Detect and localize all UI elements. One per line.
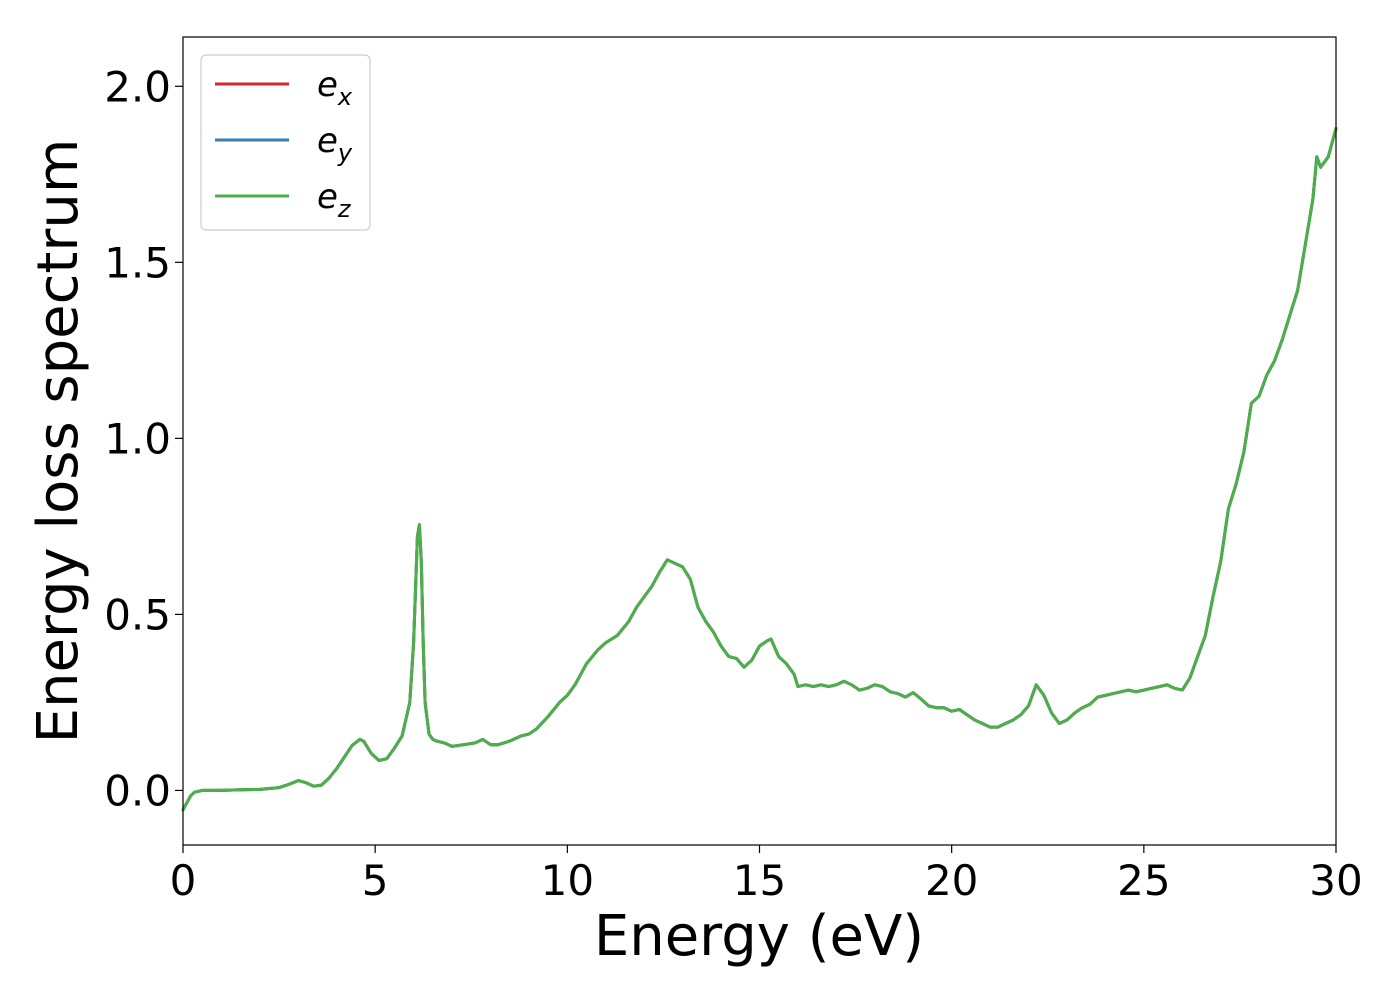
legend-box — [200, 54, 371, 231]
legend-label-subscript: y — [337, 139, 353, 167]
legend-label-subscript: x — [337, 83, 353, 111]
y-tick-label: 2.0 — [104, 62, 171, 111]
y-axis-ticks: 0.0 0.5 1.0 1.5 2.0 — [104, 62, 183, 815]
legend-label-subscript: z — [337, 195, 352, 223]
y-axis-label: Energy loss spectrum — [26, 139, 91, 744]
x-tick-label: 15 — [733, 856, 786, 905]
series-line-1 — [181, 127, 1338, 812]
x-axis-label: Energy (eV) — [594, 904, 924, 969]
legend-label-z: ez — [317, 177, 352, 223]
y-tick-label: 0.5 — [104, 590, 171, 639]
x-tick-label: 20 — [925, 856, 978, 905]
x-tick-label: 30 — [1309, 856, 1362, 905]
y-tick-label: 0.0 — [104, 766, 171, 815]
legend-label-x: ex — [317, 65, 353, 111]
legend-label-base: e — [317, 65, 338, 105]
legend-label-y: ey — [317, 121, 353, 167]
x-tick-label: 0 — [170, 856, 197, 905]
series-line-3 — [181, 127, 1338, 812]
x-tick-label: 25 — [1117, 856, 1170, 905]
legend-label-base: e — [317, 177, 338, 217]
x-tick-label: 10 — [541, 856, 594, 905]
x-tick-label: 5 — [362, 856, 389, 905]
x-axis-ticks: 0 5 10 15 20 25 30 — [170, 845, 1363, 905]
series-line-2 — [181, 127, 1338, 812]
y-tick-label: 1.0 — [104, 414, 171, 463]
series-layer — [181, 127, 1338, 812]
y-tick-label: 1.5 — [104, 238, 171, 287]
legend-label-base: e — [317, 121, 338, 161]
